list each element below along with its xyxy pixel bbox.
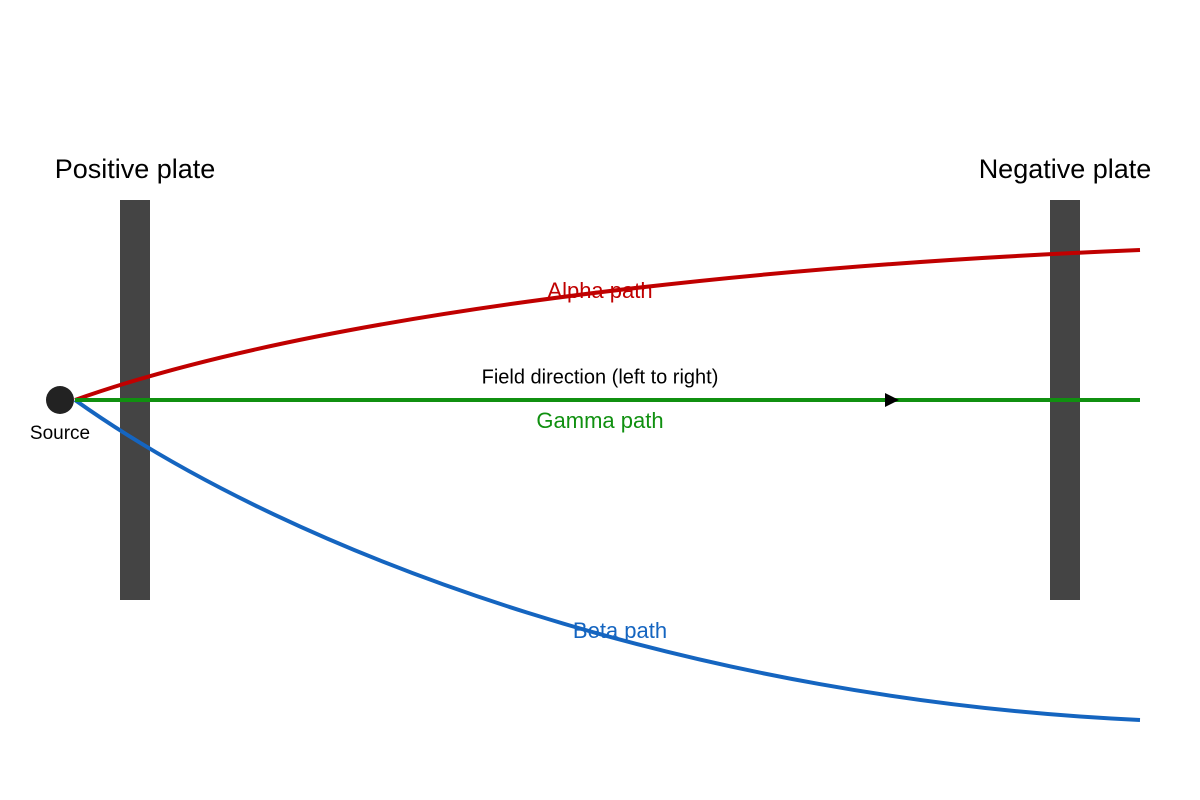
source: [46, 386, 74, 414]
gamma-label: Gamma path: [536, 408, 663, 433]
source-label: Source: [30, 423, 90, 444]
positive-plate-label: Positive plate: [55, 154, 216, 184]
beta-path: [73, 398, 1141, 722]
negative-plate-label: Negative plate: [979, 154, 1152, 184]
field-direction-label: Field direction (left to right): [482, 366, 719, 388]
field-arrow: [885, 393, 899, 407]
alpha-path: [74, 248, 1141, 402]
